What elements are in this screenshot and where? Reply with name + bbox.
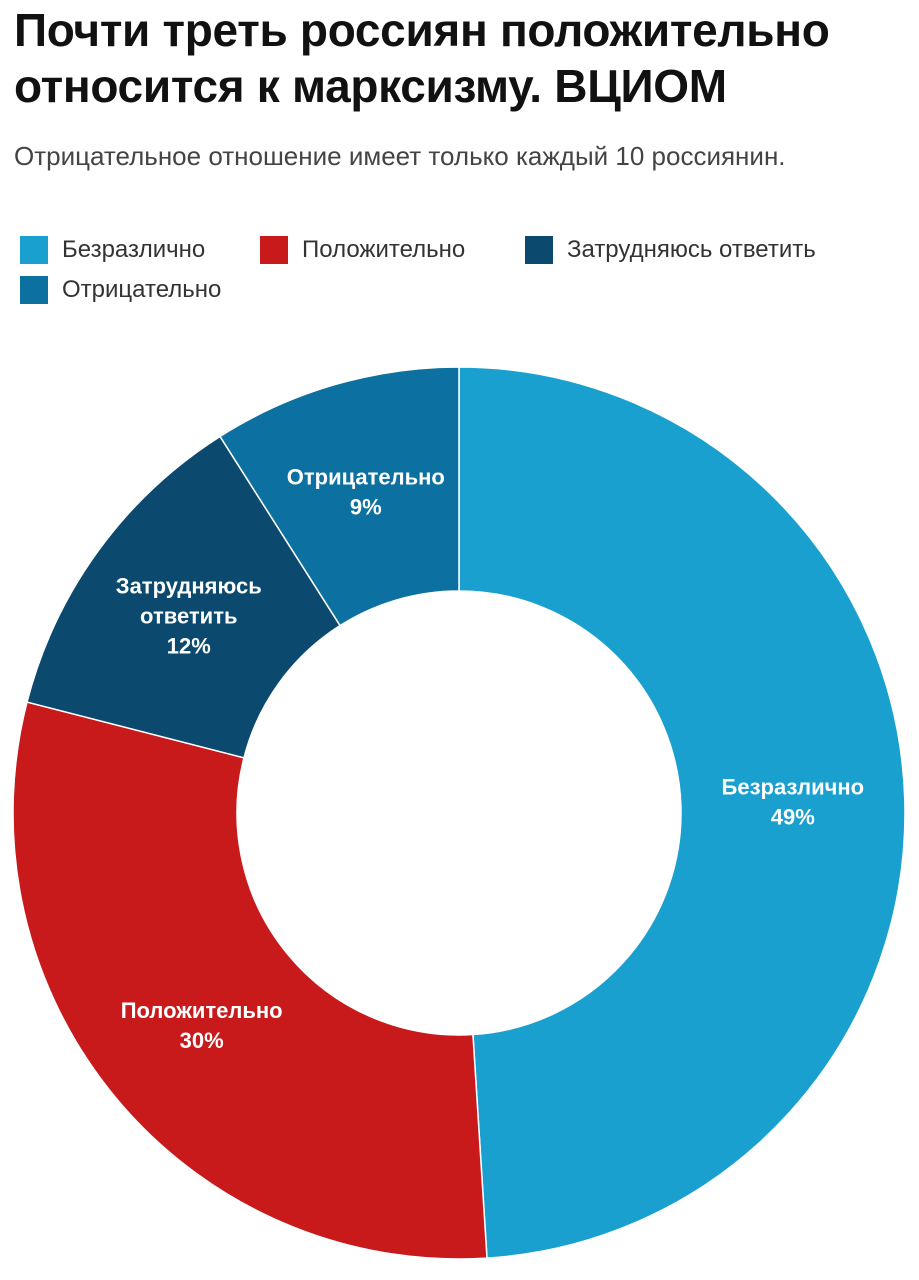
slice-name-label: ответить bbox=[140, 604, 237, 629]
slice-label-positive: Положительно 30% bbox=[121, 998, 283, 1053]
legend-item-positive: Положительно bbox=[260, 234, 465, 266]
slice-value-label: 12% bbox=[167, 634, 211, 659]
legend-swatch-negative bbox=[20, 276, 48, 304]
legend-item-indifferent: Безразлично bbox=[20, 234, 205, 266]
legend-label-negative: Отрицательно bbox=[62, 276, 222, 303]
slice-label-undecided: Затрудняюсь ответить 12% bbox=[116, 574, 262, 659]
slice-indifferent bbox=[458, 366, 906, 1259]
legend-item-undecided: Затрудняюсь ответить bbox=[525, 234, 816, 266]
slice-value-label: 9% bbox=[350, 494, 382, 519]
legend-label-undecided: Затрудняюсь ответить bbox=[567, 236, 816, 263]
legend-swatch-indifferent bbox=[20, 236, 48, 264]
slice-name-label: Положительно bbox=[121, 998, 283, 1023]
slice-label-indifferent: Безразлично 49% bbox=[722, 775, 865, 830]
legend-item-negative: Отрицательно bbox=[20, 274, 221, 306]
donut-chart: Безразлично 49% Положительно 30% Затрудняюсь… bbox=[12, 366, 906, 1260]
slice-negative bbox=[218, 366, 460, 627]
legend-label-positive: Положительно bbox=[302, 236, 466, 263]
legend-label-indifferent: Безразлично bbox=[62, 236, 206, 263]
slice-label-negative: Отрицательно 9% bbox=[287, 464, 445, 519]
slice-positive bbox=[12, 701, 488, 1260]
slice-value-label: 49% bbox=[771, 805, 815, 830]
slice-name-label: Отрицательно bbox=[287, 464, 445, 489]
slice-name-label: Затрудняюсь bbox=[116, 574, 262, 599]
legend-swatch-undecided bbox=[525, 236, 553, 264]
chart-subtitle: Отрицательное отношение имеет только каж… bbox=[14, 141, 786, 171]
slice-undecided bbox=[26, 435, 342, 759]
slice-value-label: 30% bbox=[180, 1028, 224, 1053]
slice-name-label: Безразлично bbox=[722, 775, 865, 800]
chart-legend: Безразлично Положительно Затрудняюсь отв… bbox=[20, 234, 900, 314]
legend-swatch-positive bbox=[260, 236, 288, 264]
chart-title: Почти треть россиян положительно относит… bbox=[14, 4, 830, 112]
